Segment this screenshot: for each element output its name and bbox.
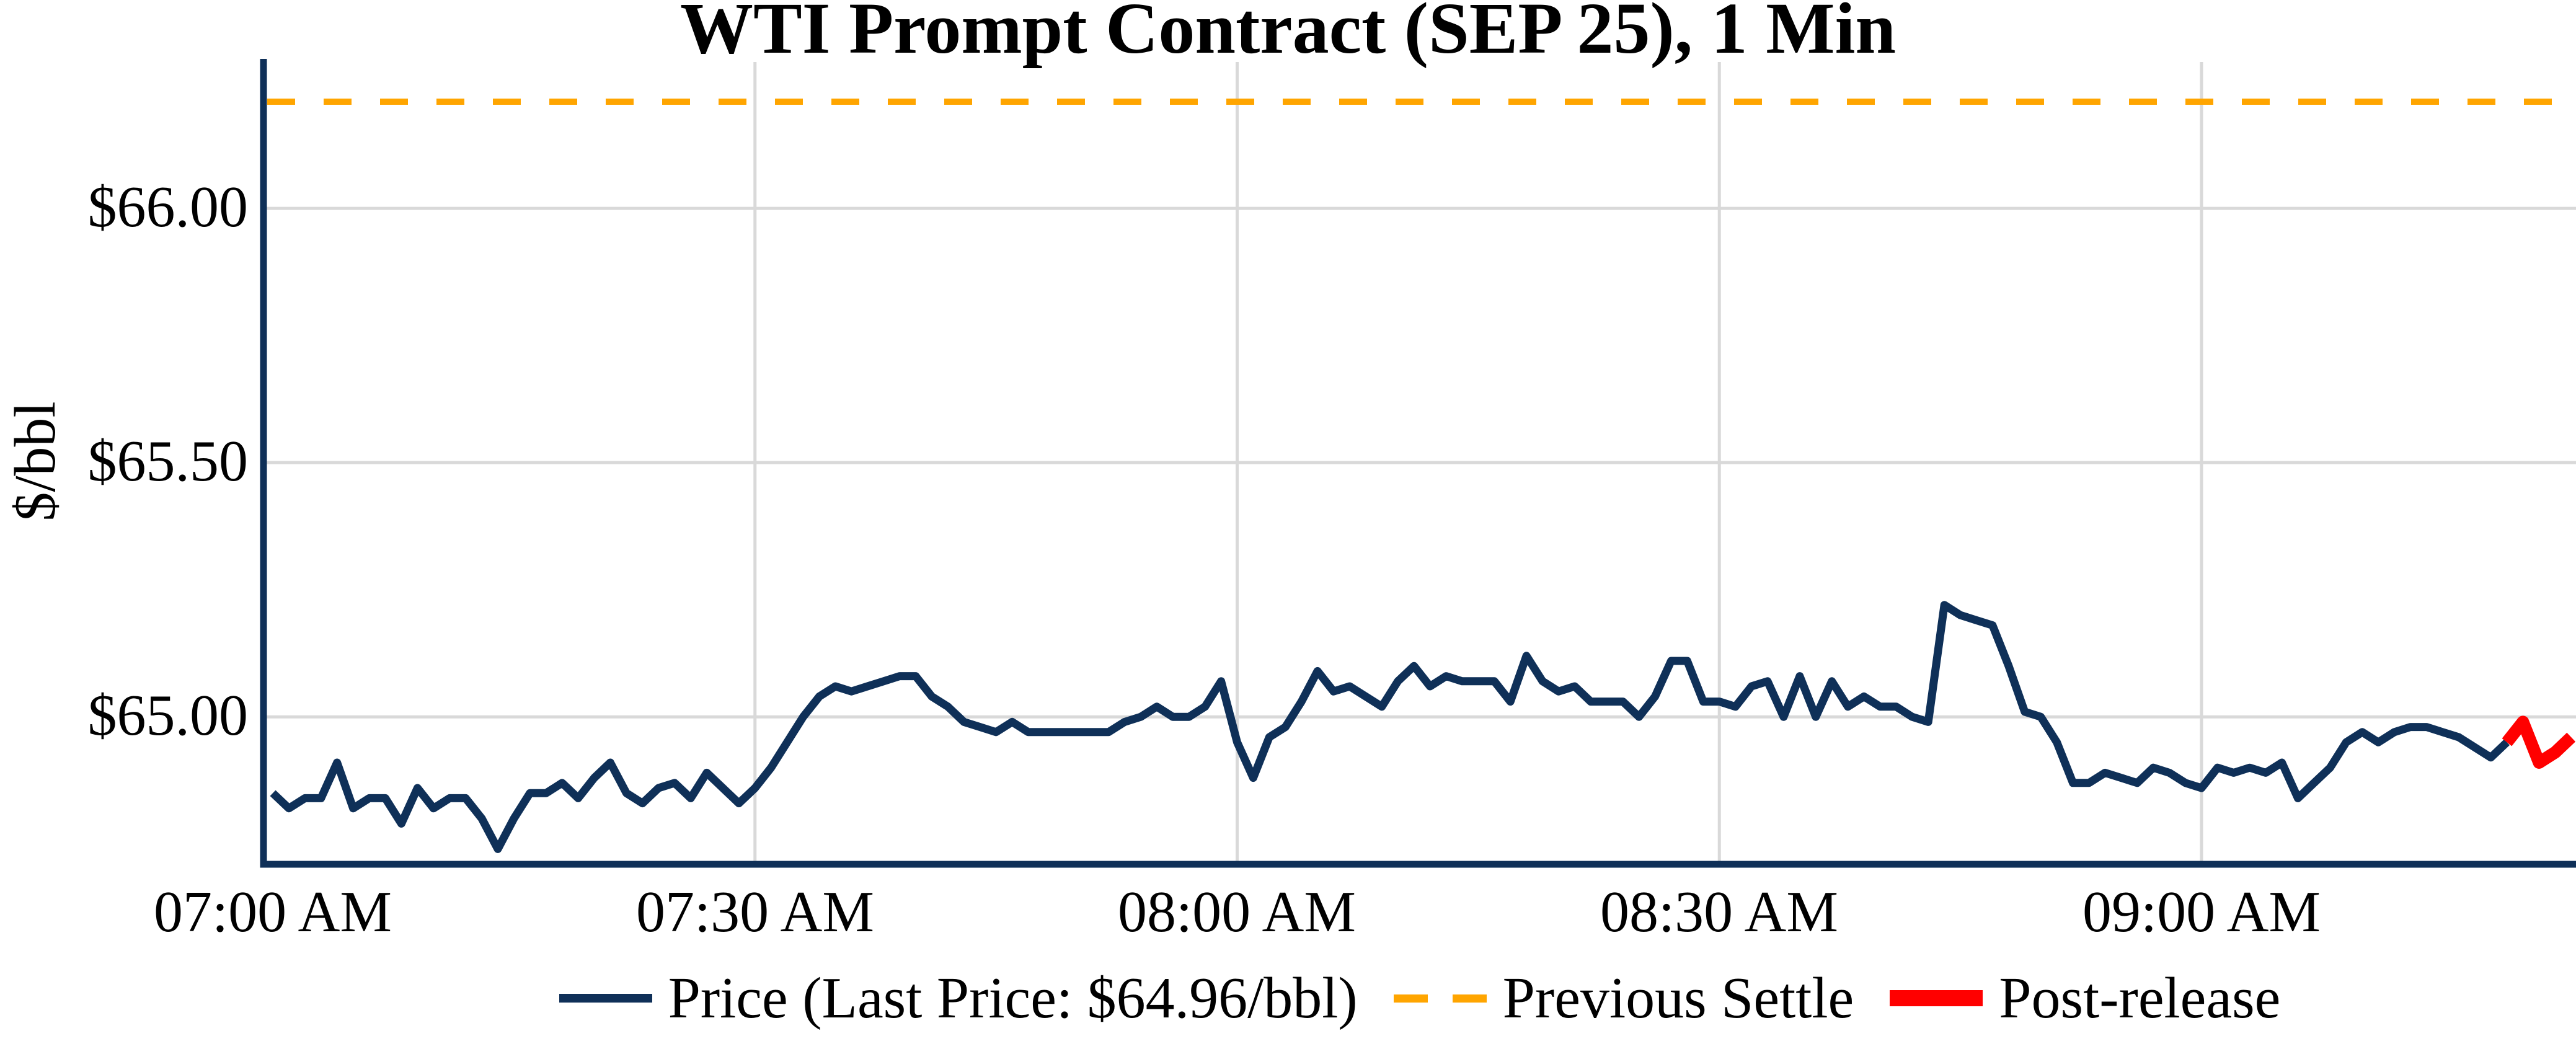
post-release-line-swatch bbox=[1890, 990, 1983, 1006]
price-line bbox=[270, 601, 2510, 853]
chart-title: WTI Prompt Contract (SEP 25), 1 Min bbox=[679, 0, 1897, 69]
y-tick-label: $65.00 bbox=[87, 683, 249, 748]
legend-label-price: Price (Last Price: $64.96/bbl) bbox=[668, 966, 1358, 1030]
x-tick-label: 08:00 AM bbox=[1118, 880, 1356, 944]
legend-item-previous-settle: Previous Settle bbox=[1393, 965, 1854, 1032]
previous-settle-dash-swatch bbox=[1393, 994, 1487, 1003]
legend-item-post-release: Post-release bbox=[1890, 965, 2280, 1032]
legend-item-price: Price (Last Price: $64.96/bbl) bbox=[559, 965, 1358, 1032]
y-tick-label: $66.00 bbox=[87, 175, 249, 240]
legend-label-previous-settle: Previous Settle bbox=[1502, 966, 1854, 1030]
x-tick-label: 07:00 AM bbox=[154, 880, 392, 944]
x-tick-label: 07:30 AM bbox=[636, 880, 874, 944]
post-release-line bbox=[2502, 715, 2576, 769]
price-line-swatch bbox=[559, 994, 652, 1003]
x-tick-label: 09:00 AM bbox=[2082, 880, 2321, 944]
legend: Price (Last Price: $64.96/bbl) Previous … bbox=[263, 955, 2576, 1042]
x-tick-label: 08:30 AM bbox=[1600, 880, 1838, 944]
y-tick-label: $65.50 bbox=[87, 429, 249, 494]
legend-label-post-release: Post-release bbox=[1999, 966, 2281, 1030]
